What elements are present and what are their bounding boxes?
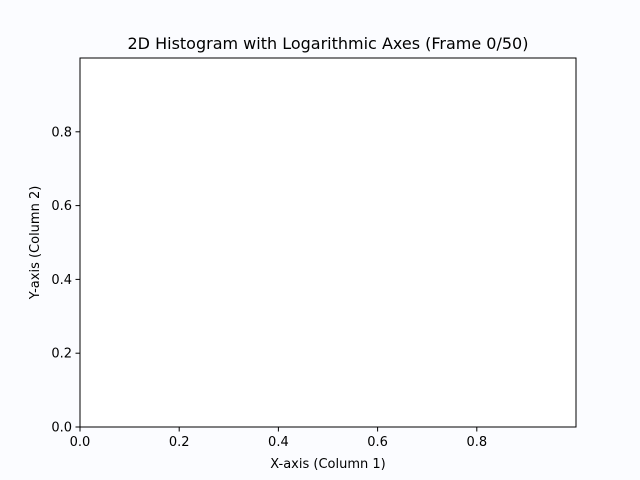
x-tick-label: 0.0 (70, 435, 91, 450)
x-tick-label: 0.6 (367, 435, 388, 450)
x-axis-label: X-axis (Column 1) (270, 457, 385, 472)
y-tick-label: 0.8 (51, 125, 72, 140)
plot-area (80, 58, 576, 427)
y-tick-label: 0.6 (51, 199, 72, 214)
y-axis-label: Y-axis (Column 2) (28, 186, 43, 301)
x-tick-label: 0.4 (268, 435, 289, 450)
x-tick-label: 0.2 (169, 435, 190, 450)
x-tick-label: 0.8 (466, 435, 487, 450)
x-axis-ticks: 0.0 0.2 0.4 0.6 0.8 (70, 427, 487, 450)
y-axis-ticks: 0.0 0.2 0.4 0.6 0.8 (51, 125, 80, 436)
chart-title: 2D Histogram with Logarithmic Axes (Fram… (128, 34, 529, 53)
plot-frame (79, 57, 577, 428)
y-tick-label: 0.2 (51, 347, 72, 362)
y-tick-label: 0.4 (51, 273, 72, 288)
y-tick-label: 0.0 (51, 421, 72, 436)
